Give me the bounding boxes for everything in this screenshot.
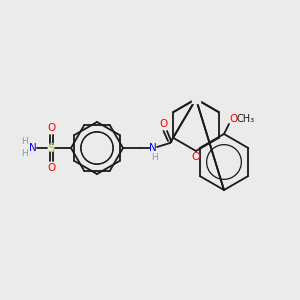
Text: O: O xyxy=(192,152,200,162)
Text: N: N xyxy=(29,143,37,153)
Text: N: N xyxy=(149,143,157,153)
Text: O: O xyxy=(230,114,238,124)
Text: O: O xyxy=(160,119,168,129)
Text: O: O xyxy=(47,123,55,133)
Text: S: S xyxy=(47,142,55,154)
Text: CH₃: CH₃ xyxy=(237,114,255,124)
Text: H: H xyxy=(21,137,27,146)
Text: H: H xyxy=(21,149,27,158)
Text: O: O xyxy=(47,163,55,173)
Text: H: H xyxy=(151,152,158,161)
Bar xyxy=(192,95,200,103)
